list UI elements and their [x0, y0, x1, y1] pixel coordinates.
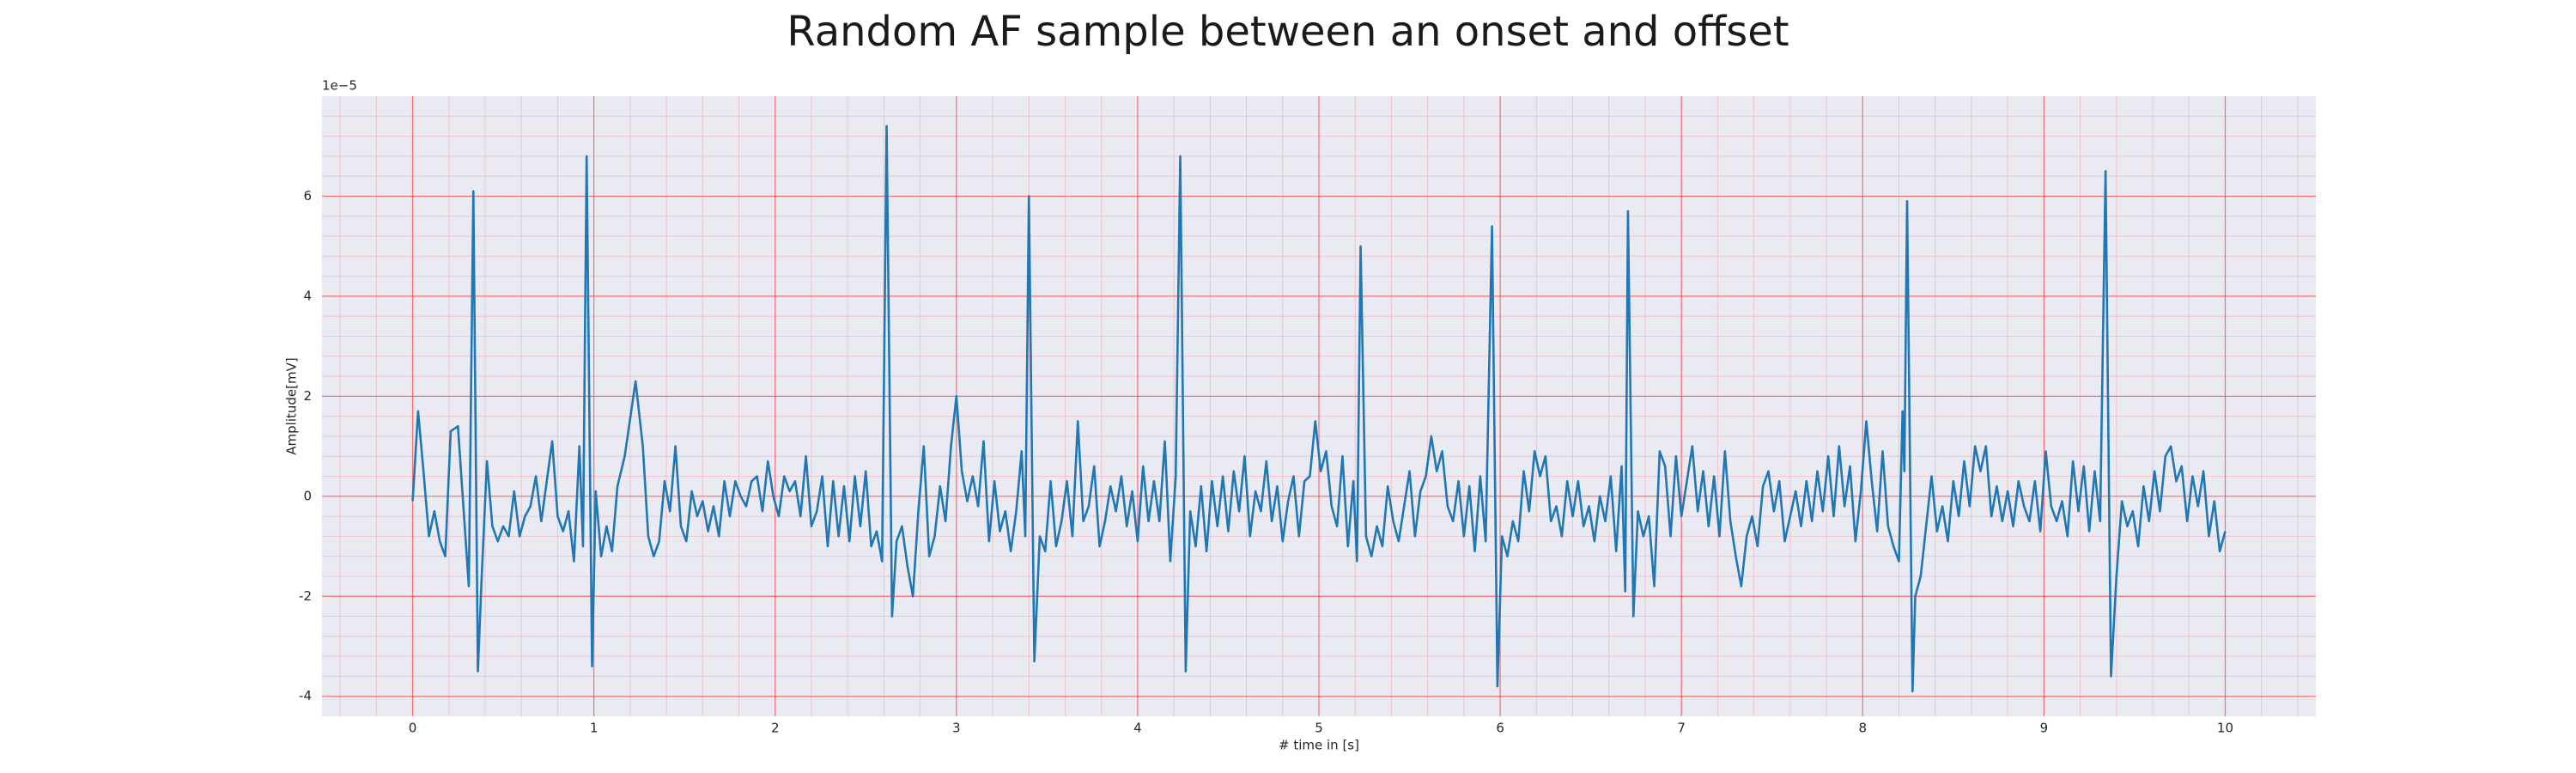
x-tick-label: 4: [1133, 721, 1142, 736]
y-offset-label: 1e−5: [322, 78, 357, 94]
x-tick-label: 8: [1858, 721, 1867, 736]
y-tick-label: 0: [303, 488, 312, 503]
y-tick-label: 2: [303, 388, 312, 404]
chart-title: Random AF sample between an onset and of…: [787, 8, 1789, 56]
x-tick-label: 2: [771, 721, 780, 736]
y-tick-label: 4: [303, 288, 312, 303]
x-tick-label: 1: [590, 721, 598, 736]
x-tick-label: 9: [2040, 721, 2049, 736]
x-axis-label: # time in [s]: [1279, 738, 1359, 753]
data-line: [411, 125, 2227, 693]
marks: [411, 125, 2227, 693]
y-tick-label: -2: [299, 588, 312, 604]
x-tick-label: 3: [952, 721, 961, 736]
x-tick-label: 0: [409, 721, 417, 736]
x-tick-label: 5: [1315, 721, 1323, 736]
x-tick-label: 6: [1496, 721, 1504, 736]
x-tick-label: 10: [2217, 721, 2233, 736]
y-axis-label: Amplitude[mV]: [284, 357, 300, 454]
x-tick-label: 7: [1677, 721, 1686, 736]
y-tick-label: -4: [299, 688, 312, 703]
y-tick-label: 6: [303, 188, 312, 204]
